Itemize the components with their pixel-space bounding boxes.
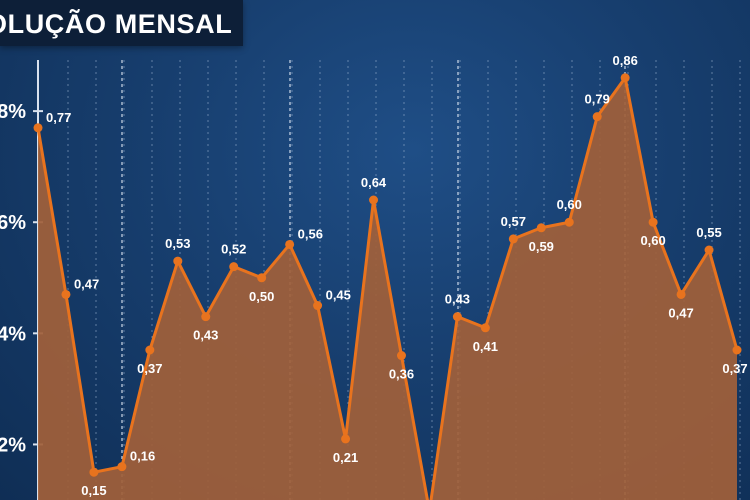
data-label: 0,60: [557, 197, 582, 212]
data-point: [732, 345, 742, 355]
data-label: 0,64: [361, 175, 387, 190]
data-label: 0,53: [165, 236, 190, 251]
y-tick-label: 6%: [0, 212, 26, 234]
data-point: [229, 262, 239, 272]
data-label: 0,52: [221, 242, 246, 257]
data-label: 0,21: [333, 450, 358, 465]
data-label: 0,47: [668, 305, 693, 320]
data-label: 0,43: [445, 292, 470, 307]
title-box: OLUÇÃO MENSAL: [0, 0, 243, 46]
y-tick-label: 8%: [0, 101, 26, 123]
data-label: 0,41: [473, 339, 498, 354]
data-point: [117, 462, 127, 472]
data-point: [480, 323, 490, 333]
data-point: [89, 467, 99, 477]
data-label: 0,36: [389, 367, 414, 382]
data-point: [313, 301, 323, 311]
data-label: 0,60: [640, 233, 665, 248]
data-point: [564, 217, 574, 227]
data-label: 0,86: [613, 53, 638, 68]
data-label: 0,45: [326, 288, 351, 303]
data-label: 0,55: [696, 225, 721, 240]
y-tick-label: 4%: [0, 323, 26, 345]
data-point: [201, 312, 211, 322]
data-point: [145, 345, 155, 355]
data-label: 0,50: [249, 289, 274, 304]
data-point: [508, 234, 518, 244]
data-label: 0,37: [722, 361, 747, 376]
data-point: [341, 434, 351, 444]
data-label: 0,15: [81, 483, 106, 498]
data-point: [452, 312, 462, 322]
series-line: [36, 76, 739, 500]
y-tick-label: 2%: [0, 434, 26, 456]
data-label: 0,47: [74, 276, 99, 291]
data-point: [620, 73, 630, 83]
data-point: [257, 273, 267, 283]
data-point: [61, 289, 71, 299]
data-point: [592, 112, 602, 122]
data-label: 0,43: [193, 328, 218, 343]
data-label: 0,16: [130, 449, 155, 464]
data-label: 0,57: [501, 214, 526, 229]
area-fill: [38, 77, 737, 500]
data-point: [396, 351, 406, 361]
data-point: [369, 195, 379, 205]
data-point: [536, 223, 546, 233]
data-point: [285, 239, 295, 249]
data-label: 0,77: [46, 110, 71, 125]
data-point: [676, 289, 686, 299]
chart-title: OLUÇÃO MENSAL: [0, 9, 233, 39]
data-point: [704, 245, 714, 255]
data-point: [648, 217, 658, 227]
data-label: 0,37: [137, 361, 162, 376]
data-point: [33, 123, 43, 133]
data-label: 0,79: [585, 92, 610, 107]
data-label: 0,56: [298, 226, 323, 241]
data-point: [173, 256, 183, 266]
data-label: 0,59: [529, 239, 554, 254]
